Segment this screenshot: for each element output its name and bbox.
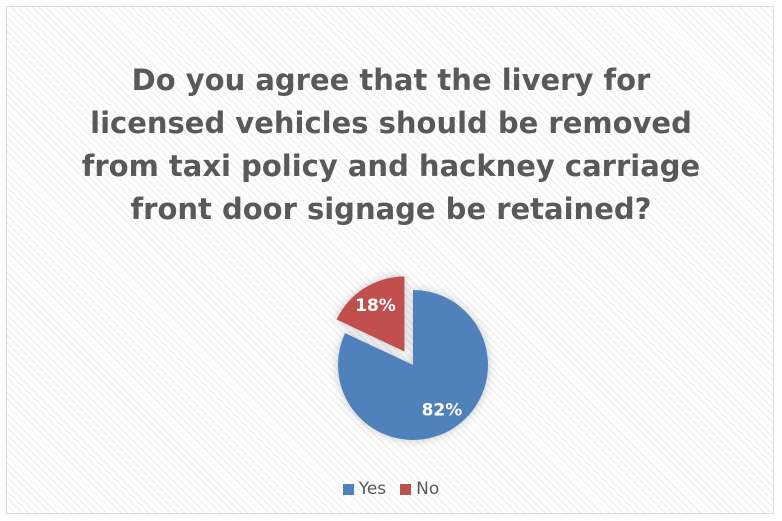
data-label-no: 18% bbox=[355, 296, 396, 316]
legend-item-yes: Yes bbox=[342, 479, 387, 499]
chart-legend: Yes No bbox=[7, 479, 775, 499]
legend-label-no: No bbox=[416, 479, 440, 499]
legend-label-yes: Yes bbox=[358, 479, 387, 499]
chart-area: Do you agree that the livery for license… bbox=[6, 6, 774, 514]
pie-slice-no bbox=[336, 276, 405, 352]
chart-title: Do you agree that the livery for license… bbox=[47, 59, 735, 231]
legend-swatch-no bbox=[400, 483, 412, 495]
chart-title-line-1: Do you agree that the livery for bbox=[131, 63, 651, 97]
chart-title-line-4: front door signage be retained? bbox=[130, 192, 652, 226]
legend-item-no: No bbox=[400, 479, 439, 499]
pie-chart: 82% 18% bbox=[336, 276, 489, 440]
data-label-yes: 82% bbox=[422, 401, 463, 421]
legend-swatch-yes bbox=[342, 483, 354, 495]
chart-title-line-2: licensed vehicles should be removed bbox=[90, 106, 692, 140]
pie-slice-yes bbox=[338, 290, 489, 440]
chart-title-line-3: from taxi policy and hackney carriage bbox=[81, 149, 701, 183]
